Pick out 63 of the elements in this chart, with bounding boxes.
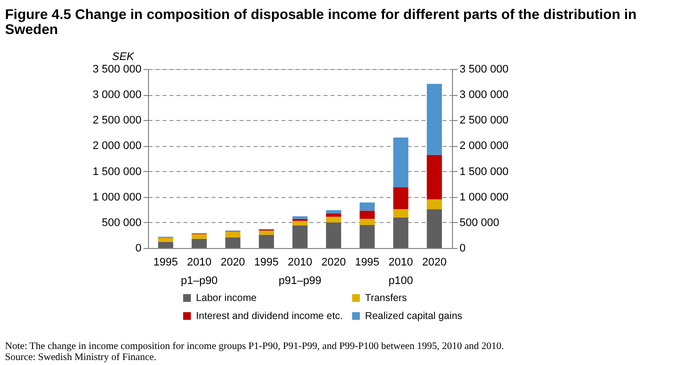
bar <box>326 210 342 214</box>
y2-tick-label: 2 000 000 <box>460 140 508 152</box>
bar <box>292 220 308 226</box>
bar <box>258 234 274 248</box>
x-tick-label: 2020 <box>321 256 346 268</box>
bar <box>393 209 408 218</box>
bar <box>426 84 442 155</box>
bar <box>360 218 375 225</box>
legend-label: Labor income <box>196 293 258 304</box>
y-tick-label: 3 500 000 <box>92 64 142 76</box>
y-tick-label: 500 000 <box>102 216 142 229</box>
text: Note: The change in income composition for income groups P1-P90, P91-P99, and P99-P100 between 1995, 2010 and 2010. <box>5 341 504 352</box>
y2-tick-label: 1 000 000 <box>460 191 508 204</box>
y2-tick-label: 0 <box>460 242 466 254</box>
y-tick-label: 2 500 000 <box>92 114 142 127</box>
text: p100 <box>388 275 414 287</box>
x-tick-label: 1995 <box>254 256 279 268</box>
bar <box>393 217 408 248</box>
bar <box>326 222 342 248</box>
x-tick-label: 2020 <box>220 256 246 268</box>
y2-tick-label: 3 000 000 <box>460 89 508 102</box>
bar <box>192 234 207 239</box>
bar <box>360 210 375 219</box>
y-tick-label: 0 <box>135 242 142 254</box>
y2-tick-label: 1 500 000 <box>460 166 508 178</box>
bar <box>158 242 174 248</box>
y-axis-title: SEK <box>112 51 135 63</box>
source-note: Source: Swedish Ministry of Finance. <box>5 352 156 363</box>
bar <box>158 238 174 242</box>
y2-tick-label: 500 000 <box>460 216 500 229</box>
bar <box>426 154 442 200</box>
bar <box>360 202 375 211</box>
bar <box>292 216 308 219</box>
chart-title: Figure 4.5 Change in composition of disposable income for different parts of the distribution in Sweden <box>5 6 637 37</box>
bar <box>393 138 408 188</box>
legend-label: Transfers <box>365 293 407 304</box>
x-tick-label: 2020 <box>422 256 447 268</box>
x-tick-label: 2010 <box>388 256 414 268</box>
x-tick-label: 2010 <box>186 256 212 268</box>
bar <box>225 232 240 238</box>
text: p91–p99 <box>278 275 322 287</box>
bar <box>326 216 342 222</box>
bar <box>426 199 442 210</box>
x-tick-label: 2010 <box>288 256 312 268</box>
bar <box>393 187 408 210</box>
legend-label: Interest and dividend income etc. <box>196 311 343 322</box>
bar <box>360 224 375 248</box>
bar <box>326 213 342 217</box>
bar <box>225 237 240 248</box>
y-tick-label: 1 000 000 <box>92 191 142 204</box>
x-tick-label: 1995 <box>354 256 380 268</box>
bar <box>258 230 274 235</box>
x-tick-label: 1995 <box>153 256 178 268</box>
y-tick-label: 3 000 000 <box>92 89 142 102</box>
y-tick-label: 1 500 000 <box>92 166 142 178</box>
y-tick-label: 2 000 000 <box>92 140 142 152</box>
y2-tick-label: 2 500 000 <box>460 114 508 127</box>
legend-label: Realized capital gains <box>365 311 462 322</box>
text: p1–p90 <box>180 275 218 287</box>
bar <box>292 225 308 248</box>
bar <box>426 209 442 248</box>
y2-tick-label: 3 500 000 <box>460 64 508 76</box>
bar <box>192 238 207 248</box>
